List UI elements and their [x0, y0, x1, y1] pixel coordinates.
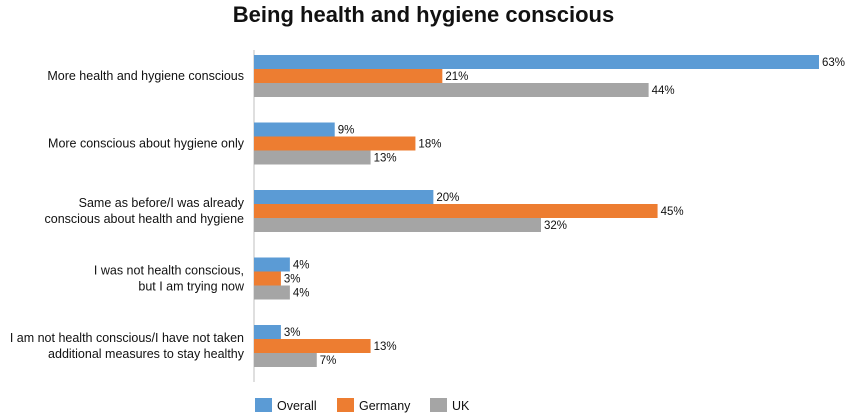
data-label: 32%: [544, 220, 567, 232]
data-label: 21%: [445, 71, 468, 83]
data-label: 63%: [822, 57, 845, 69]
bar-uk: [254, 150, 371, 165]
data-labels: 63% 21% 44% 9% 18% 13% 20% 45% 32% 4% 3% 4% 3% 13% 7%: [284, 57, 845, 367]
bar-overall: [254, 190, 434, 204]
bar-uk: [254, 218, 541, 232]
category-label-line: I am not health conscious/I have not tak…: [10, 331, 244, 345]
data-label: 13%: [374, 153, 397, 165]
legend-label-germany: Germany: [359, 399, 411, 413]
chart-title: Being health and hygiene conscious: [232, 2, 615, 27]
data-label: 20%: [436, 192, 459, 204]
bar-germany: [254, 271, 281, 286]
bar-uk: [254, 285, 290, 300]
data-label: 7%: [320, 355, 337, 367]
category-labels: More health and hygiene conscious More co…: [10, 69, 245, 361]
bar-uk: [254, 353, 317, 367]
data-label: 3%: [284, 327, 301, 339]
bar-uk: [254, 83, 649, 97]
category-label: Same as before/I was already conscious ab…: [45, 196, 245, 226]
data-label: 45%: [661, 206, 684, 218]
data-label: 4%: [293, 260, 310, 272]
bar-germany: [254, 69, 443, 83]
category-label-line: Same as before/I was already: [79, 196, 245, 210]
data-label: 44%: [652, 85, 675, 97]
bar-overall: [254, 257, 290, 272]
legend-swatch-overall: [255, 398, 272, 412]
data-label: 4%: [293, 288, 310, 300]
bar-overall: [254, 122, 335, 137]
legend-swatch-germany: [337, 398, 354, 412]
bar-germany: [254, 339, 371, 353]
legend: Overall Germany UK: [255, 398, 470, 413]
bar-germany: [254, 136, 416, 151]
legend-label-overall: Overall: [277, 399, 317, 413]
category-label-line: conscious about health and hygiene: [45, 212, 245, 226]
data-label: 3%: [284, 274, 301, 286]
bar-overall: [254, 325, 281, 339]
bars: [254, 55, 819, 367]
category-label: More health and hygiene conscious: [47, 69, 244, 83]
data-label: 18%: [418, 139, 441, 151]
bar-overall: [254, 55, 819, 69]
data-label: 13%: [374, 341, 397, 353]
category-label-line: but I am trying now: [138, 280, 245, 294]
category-label-line: additional measures to stay healthy: [48, 347, 245, 361]
category-label: More conscious about hygiene only: [48, 137, 245, 151]
legend-label-uk: UK: [452, 399, 470, 413]
category-label-line: More health and hygiene conscious: [47, 69, 244, 83]
category-label: I am not health conscious/I have not tak…: [10, 331, 245, 361]
category-label: I was not health conscious, but I am tryi…: [94, 264, 245, 294]
category-label-line: More conscious about hygiene only: [48, 137, 245, 151]
bar-germany: [254, 204, 658, 218]
category-label-line: I was not health conscious,: [94, 264, 244, 278]
data-label: 9%: [338, 125, 355, 137]
legend-swatch-uk: [430, 398, 447, 412]
